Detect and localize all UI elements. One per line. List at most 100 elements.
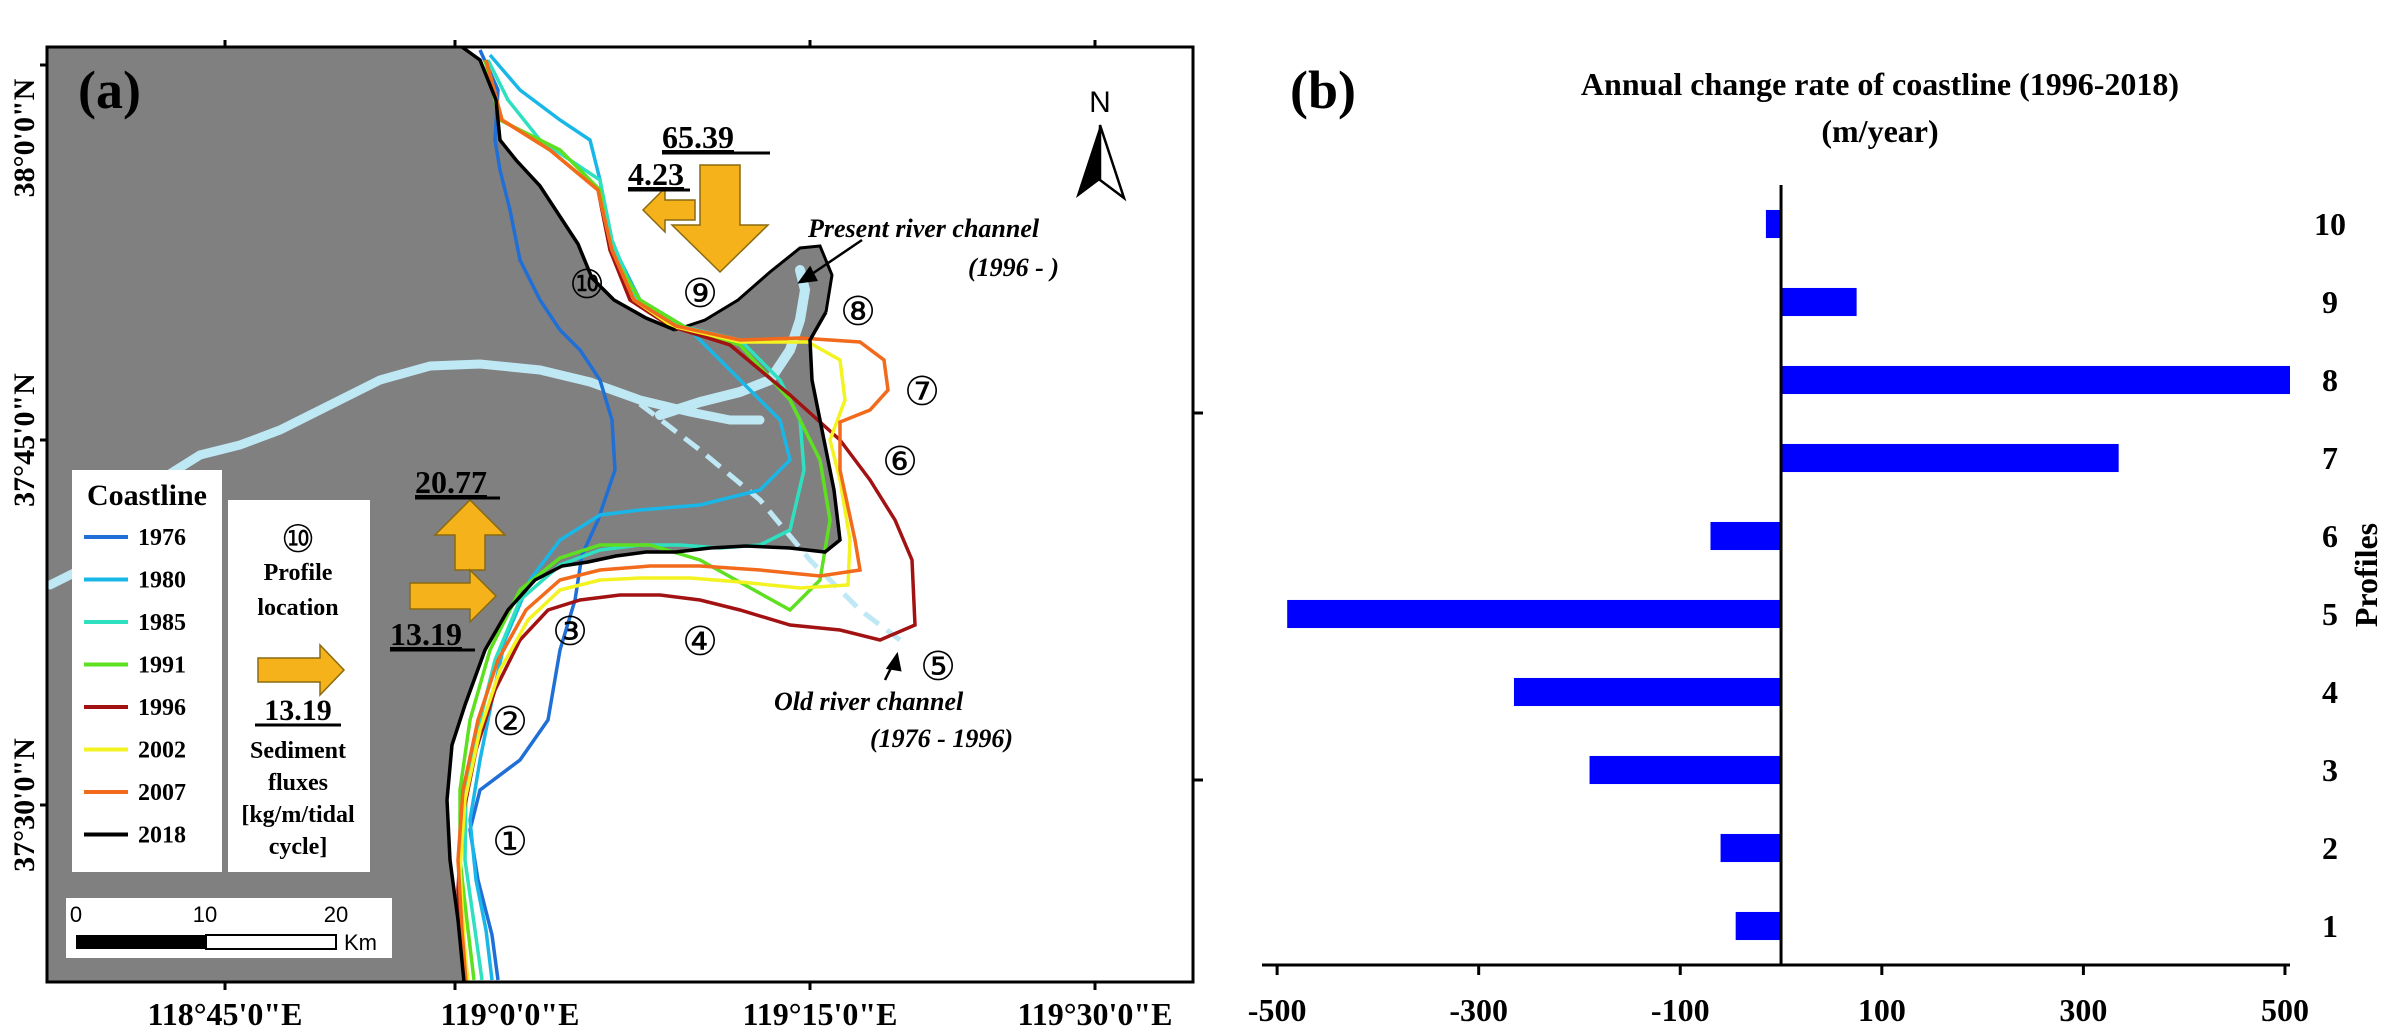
panel-a-map: 38°0'0"N 37°45'0"N 37°30'0"N 118°45'0"E … [8,40,1203,1032]
lat-label-37-45: 37°45'0"N [8,373,41,507]
present-channel-label-2: (1996 - ) [968,253,1059,282]
chart-category-labels: 1 2 3 4 5 6 7 8 9 10 [2314,206,2346,944]
flux-arrow-west [641,186,696,234]
bar-profile-1 [1735,911,1782,941]
coastline-2018-lobe [674,244,834,332]
lon-label-118-45: 118°45'0"E [147,996,302,1032]
lat-label-37-30: 37°30'0"N [8,738,41,872]
profile-marker-1: ① [492,819,528,864]
legend-profile-symbol: ⑩ [281,519,315,561]
flux-underlines [390,151,770,652]
profile-marker-10: ⑩ [569,262,605,307]
north-arrow-left [1076,125,1100,198]
legend-year-1991: 1991 [138,653,186,679]
map-lon-labels: 118°45'0"E 119°0'0"E 119°15'0"E 119°30'0… [147,996,1172,1032]
profile-marker-6: ⑥ [882,439,918,484]
category-label-2: 2 [2322,830,2338,866]
map-frame [45,45,1195,984]
bar-profile-10 [1765,209,1782,239]
profile-marker-7: ⑦ [904,369,940,414]
old-channel-label-1: Old river channel [774,687,964,716]
channel-annotations: Present river channel (1996 - ) Old rive… [774,214,1059,753]
legend: Coastline 1976 1980 1985 1991 1996 2002 2007 20… [72,470,370,872]
x-tick-label: 300 [2059,992,2107,1028]
profile-marker-4: ④ [682,619,718,664]
x-tick-label: 500 [2261,992,2309,1028]
profile-marker-8: ⑧ [840,289,876,334]
panel-a-label: (a) [78,60,141,120]
chart-y-label: Profiles [2348,523,2384,627]
scale-tick-10: 10 [193,902,217,927]
category-label-9: 9 [2322,284,2338,320]
chart-subtitle: (m/year) [1821,113,1938,149]
chart-title: Annual change rate of coastline (1996-20… [1581,66,2179,102]
panel-b-chart: (b) Annual change rate of coastline (199… [1248,60,2384,1028]
profile-marker-9: ⑨ [682,271,718,316]
flux-value-north: 20.77 [415,464,487,500]
north-arrow-right [1098,124,1127,202]
legend-flux-arrow [257,643,346,697]
legend-year-1996: 1996 [138,695,186,721]
legend-year-1985: 1985 [138,610,186,636]
bar-profile-3 [1589,755,1782,785]
category-label-6: 6 [2322,518,2338,554]
category-label-3: 3 [2322,752,2338,788]
coastlines [445,45,917,983]
category-label-4: 4 [2322,674,2338,710]
flux-arrow-south [670,164,770,274]
flux-values: 65.39 4.23 20.77 13.19 [390,119,734,652]
river-old-channel [638,402,902,642]
flux-value-west: 4.23 [628,156,684,192]
legend-title: Coastline [87,479,207,512]
category-label-1: 1 [2322,908,2338,944]
north-label: N [1089,86,1111,119]
present-channel-label-1: Present river channel [807,214,1040,243]
chart-x-ticks: -500 -300 -100 100 300 500 [1248,965,2309,1028]
flux-value-south: 65.39 [662,119,734,155]
lat-label-38: 38°0'0"N [8,78,41,197]
coastline-2018 [445,45,842,983]
category-label-8: 8 [2322,362,2338,398]
legend-year-2007: 2007 [138,780,186,806]
bar-profile-7 [1781,443,2119,473]
bar-profile-9 [1781,287,1857,317]
coastline-2007 [456,59,890,983]
bar-profile-4 [1513,677,1782,707]
legend-year-2002: 2002 [138,738,186,764]
profile-marker-2: ② [492,699,528,744]
scale-tick-0: 0 [70,902,82,927]
lon-label-119-30: 119°30'0"E [1017,996,1172,1032]
legend-flux-text-2: fluxes [268,770,328,796]
bar-profile-6 [1710,521,1782,551]
legend-flux-text-3: [kg/m/tidal [241,802,355,828]
map-lat-labels: 38°0'0"N 37°45'0"N 37°30'0"N [8,78,41,871]
panel-b-label: (b) [1290,60,1356,120]
profile-marker-3: ③ [552,609,588,654]
lon-label-119-00: 119°0'0"E [440,996,579,1032]
legend-flux-example: 13.19 [264,694,332,727]
coastline-1976 [468,49,617,981]
lon-label-119-15: 119°15'0"E [742,996,897,1032]
north-arrow: N [1076,86,1127,202]
legend-year-1976: 1976 [138,525,186,551]
category-label-10: 10 [2314,206,2346,242]
bar-profile-8 [1781,365,2290,395]
flux-arrow-east [409,568,498,624]
scale-tick-20: 20 [324,902,348,927]
legend-flux-text-4: cycle] [269,834,328,860]
legend-symbol-box [228,500,370,872]
category-label-7: 7 [2322,440,2338,476]
legend-items: 1976 1980 1985 1991 1996 2002 2007 2018 [84,525,186,849]
category-label-5: 5 [2322,596,2338,632]
map-frame-ticks [40,40,1203,990]
bar-profile-2 [1720,833,1782,863]
x-tick-label: 100 [1858,992,1906,1028]
profile-marker-5: ⑤ [920,644,956,689]
chart-bars [1287,209,2290,941]
legend-flux-text-1: Sediment [250,738,346,764]
scale-bar: 0 10 20 Km [66,898,392,958]
legend-profile-text-2: location [257,595,338,621]
scale-unit: Km [344,930,377,955]
river-present-channel [655,265,811,420]
